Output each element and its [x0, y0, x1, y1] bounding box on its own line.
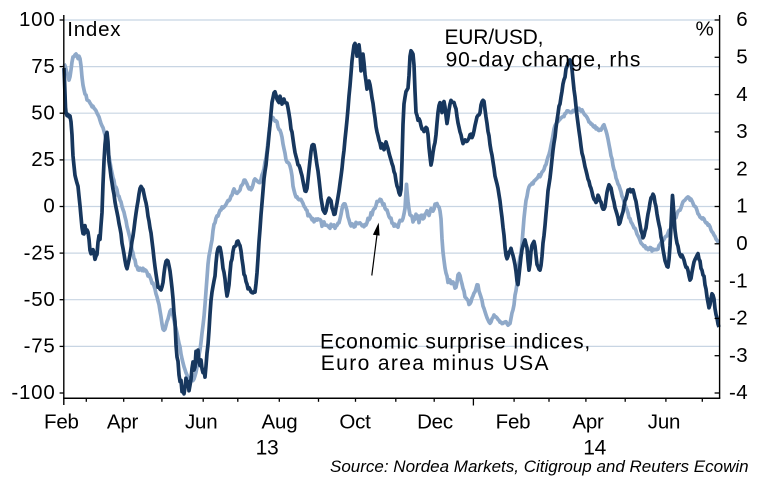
- svg-text:Index: Index: [67, 18, 121, 41]
- svg-text:-3: -3: [729, 344, 748, 367]
- svg-text:Euro area minus USA: Euro area minus USA: [321, 352, 550, 375]
- svg-text:-50: -50: [24, 288, 56, 311]
- svg-text:50: 50: [31, 101, 55, 124]
- svg-text:-25: -25: [24, 241, 56, 264]
- svg-text:Feb: Feb: [44, 410, 79, 433]
- svg-text:0: 0: [736, 232, 748, 255]
- svg-text:-75: -75: [24, 335, 56, 358]
- svg-text:-100: -100: [11, 381, 55, 404]
- svg-text:6: 6: [736, 8, 748, 31]
- svg-text:Jun: Jun: [185, 410, 217, 433]
- svg-text:2: 2: [736, 157, 748, 180]
- svg-text:-2: -2: [729, 307, 748, 330]
- svg-text:Apr: Apr: [572, 410, 604, 433]
- svg-text:EUR/USD,: EUR/USD,: [445, 26, 544, 49]
- svg-text:Source: Nordea Markets, Citigr: Source: Nordea Markets, Citigroup and Re…: [330, 457, 749, 476]
- svg-text:100: 100: [19, 8, 56, 31]
- svg-text:Oct: Oct: [339, 410, 371, 433]
- svg-text:Jun: Jun: [648, 410, 680, 433]
- svg-text:25: 25: [31, 148, 55, 171]
- svg-text:0: 0: [43, 195, 55, 218]
- svg-text:Dec: Dec: [417, 410, 453, 433]
- svg-text:4: 4: [736, 83, 748, 106]
- svg-text:3: 3: [736, 120, 748, 143]
- svg-text:%: %: [695, 18, 713, 41]
- svg-text:5: 5: [736, 46, 748, 69]
- svg-text:Aug: Aug: [262, 410, 298, 433]
- svg-text:75: 75: [31, 55, 55, 78]
- svg-text:90-day change, rhs: 90-day change, rhs: [446, 49, 642, 72]
- svg-text:-4: -4: [729, 381, 748, 404]
- svg-text:1: 1: [736, 195, 748, 218]
- svg-text:-1: -1: [729, 269, 748, 292]
- svg-text:Apr: Apr: [107, 410, 139, 433]
- svg-text:Economic surprise indices,: Economic surprise indices,: [320, 331, 591, 354]
- svg-text:14: 14: [583, 436, 606, 459]
- svg-text:Feb: Feb: [496, 410, 531, 433]
- svg-text:13: 13: [256, 436, 279, 459]
